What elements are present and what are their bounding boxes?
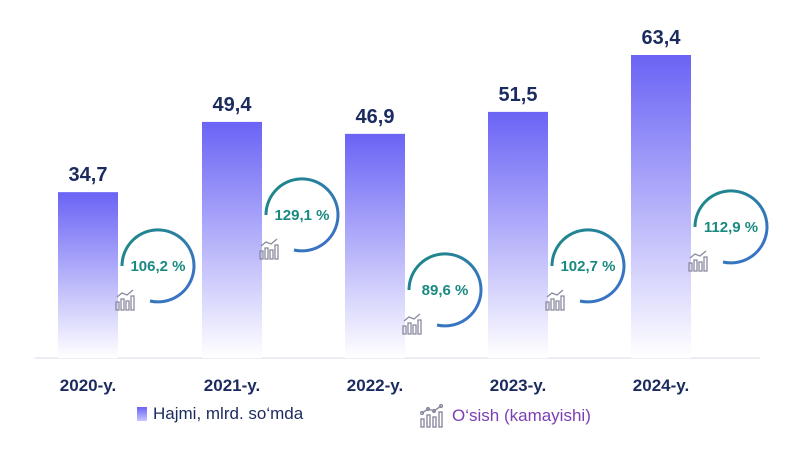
value-label: 51,5 (499, 84, 538, 106)
value-label: 46,9 (356, 106, 395, 128)
category-label: 2022-y. (347, 376, 403, 395)
value-label: 63,4 (642, 27, 682, 49)
legend-item-volume: Hajmi, mlrd. so‘mda (137, 404, 303, 424)
growth-chart-icon (419, 404, 444, 428)
legend: Hajmi, mlrd. so‘mda O‘sish (kamayishi) (0, 404, 794, 428)
growth-ring (120, 228, 196, 304)
growth-ring (550, 228, 626, 304)
growth-ring (264, 177, 340, 253)
category-label: 2023-y. (490, 376, 546, 395)
bar-2023-y. (488, 111, 548, 358)
growth-label: 106,2 % (130, 258, 185, 275)
growth-ring (693, 189, 769, 265)
growth-chart-icon (688, 250, 708, 272)
legend-label-volume: Hajmi, mlrd. so‘mda (153, 404, 304, 423)
category-label: 2021-y. (204, 376, 260, 395)
bar-2021-y. (202, 121, 262, 359)
growth-label: 112,9 % (704, 219, 758, 236)
category-label: 2024-y. (633, 376, 689, 395)
legend-label-growth: O‘sish (kamayishi) (452, 406, 591, 425)
bar-2020-y. (58, 192, 118, 358)
growth-label: 129,1 % (274, 207, 329, 224)
bar-2024-y. (631, 55, 691, 358)
category-label: 2020-y. (60, 376, 116, 395)
growth-label: 102,7 % (560, 258, 615, 275)
bar-chart: 34,7 2020-y. 106,2 % 49,4 2021-y. 129,1 % 46,9… (35, 27, 769, 395)
growth-chart-icon (545, 289, 565, 311)
growth-ring (407, 252, 483, 328)
bar-2022-y. (345, 133, 405, 358)
value-label: 34,7 (69, 164, 108, 186)
growth-chart-icon (259, 238, 279, 260)
value-label: 49,4 (213, 94, 253, 116)
growth-chart-icon (402, 313, 422, 335)
legend-item-growth: O‘sish (kamayishi) (418, 404, 591, 428)
legend-swatch (137, 407, 147, 421)
growth-chart-icon (115, 289, 135, 311)
growth-label: 89,6 % (422, 282, 469, 299)
